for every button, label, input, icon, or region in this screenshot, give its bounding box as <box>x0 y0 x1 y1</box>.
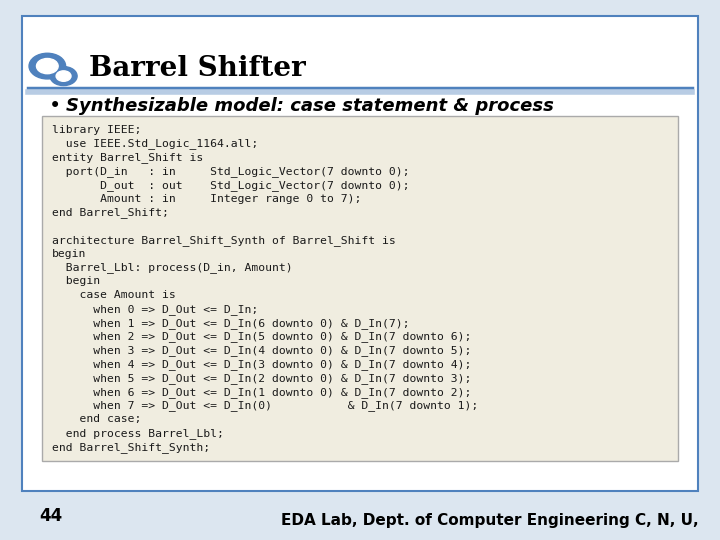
Text: use IEEE.Std_Logic_1164.all;: use IEEE.Std_Logic_1164.all; <box>52 138 258 149</box>
Text: architecture Barrel_Shift_Synth of Barrel_Shift is: architecture Barrel_Shift_Synth of Barre… <box>52 235 396 246</box>
Text: library IEEE;: library IEEE; <box>52 125 141 134</box>
Text: when 0 => D_Out <= D_In;: when 0 => D_Out <= D_In; <box>52 304 258 315</box>
Text: when 7 => D_Out <= D_In(0)           & D_In(7 downto 1);: when 7 => D_Out <= D_In(0) & D_In(7 down… <box>52 401 478 411</box>
Text: when 1 => D_Out <= D_In(6 downto 0) & D_In(7);: when 1 => D_Out <= D_In(6 downto 0) & D_… <box>52 318 410 329</box>
Text: when 3 => D_Out <= D_In(4 downto 0) & D_In(7 downto 5);: when 3 => D_Out <= D_In(4 downto 0) & D_… <box>52 346 472 356</box>
Text: 44: 44 <box>39 507 62 525</box>
Text: Amount : in     Integer range 0 to 7);: Amount : in Integer range 0 to 7); <box>52 193 361 204</box>
Text: D_out  : out    Std_Logic_Vector(7 downto 0);: D_out : out Std_Logic_Vector(7 downto 0)… <box>52 180 410 191</box>
Text: end process Barrel_Lbl;: end process Barrel_Lbl; <box>52 428 224 439</box>
Text: end Barrel_Shift_Synth;: end Barrel_Shift_Synth; <box>52 442 210 453</box>
Circle shape <box>56 71 71 82</box>
Text: Synthesizable model: case statement & process: Synthesizable model: case statement & pr… <box>66 98 554 116</box>
FancyBboxPatch shape <box>42 116 678 461</box>
Text: begin: begin <box>52 249 86 259</box>
Text: begin: begin <box>52 276 100 286</box>
Text: port(D_in   : in     Std_Logic_Vector(7 downto 0);: port(D_in : in Std_Logic_Vector(7 downto… <box>52 166 410 177</box>
FancyBboxPatch shape <box>22 16 698 491</box>
Text: end case;: end case; <box>52 414 141 424</box>
Text: end Barrel_Shift;: end Barrel_Shift; <box>52 207 169 218</box>
Text: •: • <box>49 97 61 117</box>
Text: when 5 => D_Out <= D_In(2 downto 0) & D_In(7 downto 3);: when 5 => D_Out <= D_In(2 downto 0) & D_… <box>52 373 472 384</box>
Text: when 6 => D_Out <= D_In(1 downto 0) & D_In(7 downto 2);: when 6 => D_Out <= D_In(1 downto 0) & D_… <box>52 387 472 397</box>
Circle shape <box>37 58 58 73</box>
Circle shape <box>50 66 77 85</box>
Text: entity Barrel_Shift is: entity Barrel_Shift is <box>52 152 203 163</box>
Text: when 2 => D_Out <= D_In(5 downto 0) & D_In(7 downto 6);: when 2 => D_Out <= D_In(5 downto 0) & D_… <box>52 332 472 342</box>
Text: Barrel_Lbl: process(D_in, Amount): Barrel_Lbl: process(D_in, Amount) <box>52 262 293 273</box>
Text: Barrel Shifter: Barrel Shifter <box>89 55 306 82</box>
Text: case Amount is: case Amount is <box>52 290 176 300</box>
Text: EDA Lab, Dept. of Computer Engineering C, N, U,: EDA Lab, Dept. of Computer Engineering C… <box>281 513 698 528</box>
Text: when 4 => D_Out <= D_In(3 downto 0) & D_In(7 downto 4);: when 4 => D_Out <= D_In(3 downto 0) & D_… <box>52 359 472 370</box>
Circle shape <box>29 53 66 79</box>
